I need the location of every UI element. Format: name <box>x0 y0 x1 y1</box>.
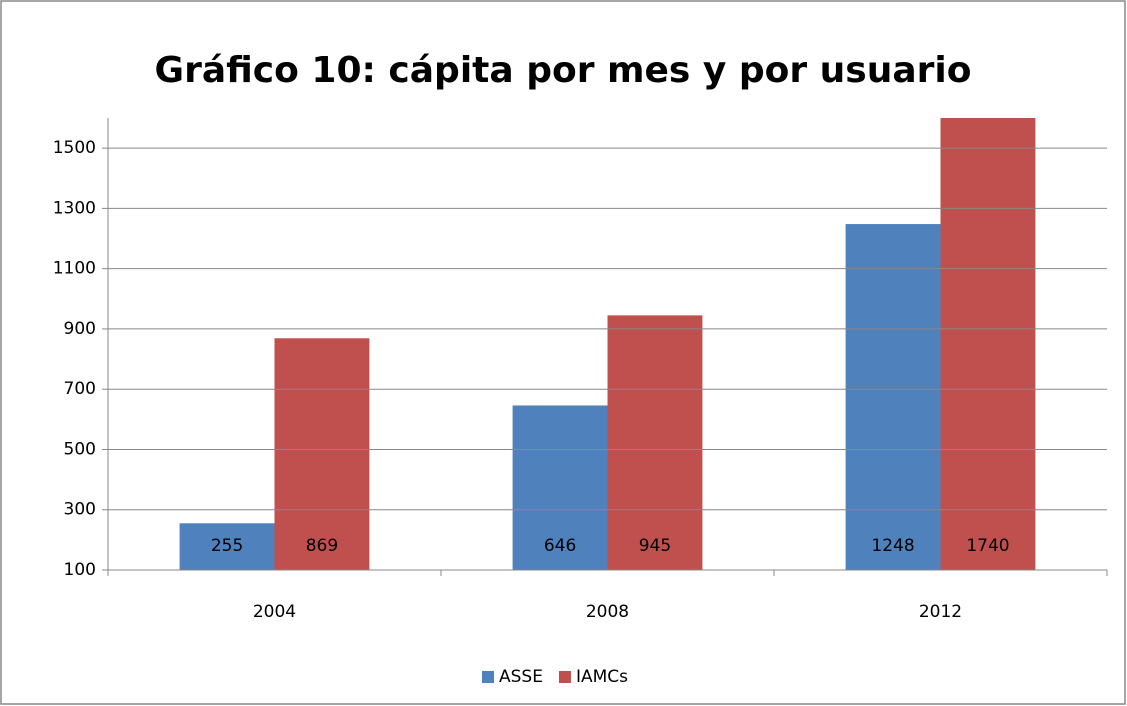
x-tick-label: 2012 <box>919 602 962 622</box>
bar <box>845 224 941 570</box>
legend-swatch <box>558 671 571 683</box>
legend-swatch <box>482 671 494 683</box>
data-label: 945 <box>639 536 671 556</box>
y-tick-label: 1500 <box>53 138 96 158</box>
bar <box>940 118 1036 571</box>
x-tick-label: 2004 <box>253 602 296 622</box>
bar <box>179 523 275 570</box>
bar <box>274 338 370 570</box>
y-tick-label: 700 <box>64 379 96 399</box>
bar <box>607 315 703 570</box>
data-label: 869 <box>306 536 338 556</box>
y-tick-label: 900 <box>64 319 96 339</box>
y-tick-label: 1100 <box>53 259 96 279</box>
legend-label: IAMCs <box>576 667 628 687</box>
plot-area <box>179 118 1036 571</box>
data-label: 1248 <box>871 536 914 556</box>
data-label: 1740 <box>966 536 1009 556</box>
chart-title: Gráfico 10: cápita por mes y por usuario <box>155 50 972 91</box>
legend-label: ASSE <box>499 667 543 687</box>
y-tick-label: 500 <box>64 439 96 459</box>
data-label: 646 <box>544 536 576 556</box>
bar <box>512 405 608 570</box>
y-tick-label: 1300 <box>53 198 96 218</box>
x-tick-label: 2008 <box>586 602 629 622</box>
y-tick-label: 100 <box>64 560 96 580</box>
y-tick-label: 300 <box>64 500 96 520</box>
data-label: 255 <box>211 536 243 556</box>
